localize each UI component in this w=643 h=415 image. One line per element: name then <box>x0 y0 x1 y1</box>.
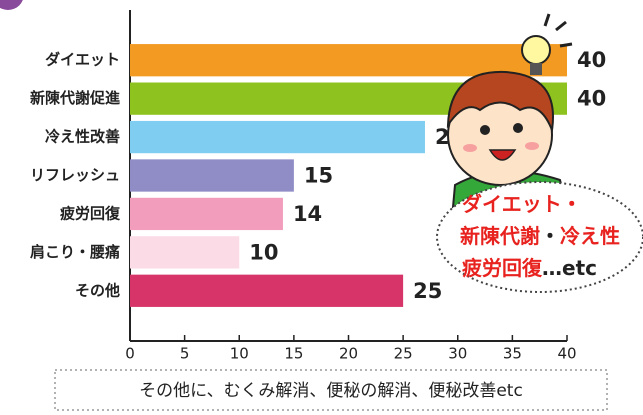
x-tick-label: 10 <box>230 345 249 363</box>
note: その他に、むくみ解消、便秘の解消、便秘改善etc <box>139 381 523 401</box>
category-label: その他 <box>75 281 120 299</box>
value-label: 15 <box>304 164 333 188</box>
x-tick-label: 30 <box>448 345 467 363</box>
x-tick-label: 20 <box>339 345 358 363</box>
annotation-part: 疲労回復 <box>462 256 543 280</box>
x-tick-label: 40 <box>557 345 576 363</box>
annotation-part: 新陳代謝 <box>460 224 540 248</box>
bar <box>130 275 403 307</box>
value-label: 40 <box>577 87 606 111</box>
value-label: 10 <box>249 240 278 264</box>
category-label: 肩こり・腰痛 <box>30 243 120 261</box>
category-label: 新陳代謝促進 <box>30 89 121 107</box>
category-label: ダイエット <box>45 51 120 69</box>
annotation-part: 冷え性 <box>560 224 620 248</box>
category-label: リフレッシュ <box>30 166 120 184</box>
annotation-part: ダイエット・ <box>462 192 582 216</box>
bar <box>130 198 283 230</box>
bar <box>130 121 425 153</box>
annotation-line: 疲労回復…etc <box>462 256 597 280</box>
chart: 0510152025303540ダイエット40新陳代謝促進40冷え性改善27リフ… <box>0 0 643 415</box>
value-label: 40 <box>577 48 606 72</box>
bar <box>130 236 239 268</box>
corner-decoration <box>0 0 24 10</box>
x-tick-label: 5 <box>180 345 190 363</box>
x-tick-label: 15 <box>284 345 303 363</box>
x-tick-label: 35 <box>503 345 522 363</box>
annotation-part: ・ <box>540 224 560 248</box>
annotation-line: ダイエット・ <box>462 192 582 216</box>
annotation-line: 新陳代謝・冷え性 <box>460 224 620 248</box>
value-label: 25 <box>413 279 442 303</box>
x-tick-label: 0 <box>125 345 135 363</box>
bar <box>130 159 294 191</box>
x-tick-label: 25 <box>394 345 413 363</box>
category-label: 冷え性改善 <box>45 128 120 146</box>
value-label: 14 <box>293 202 322 226</box>
annotation-part: …etc <box>542 256 597 280</box>
category-label: 疲労回復 <box>60 204 121 222</box>
